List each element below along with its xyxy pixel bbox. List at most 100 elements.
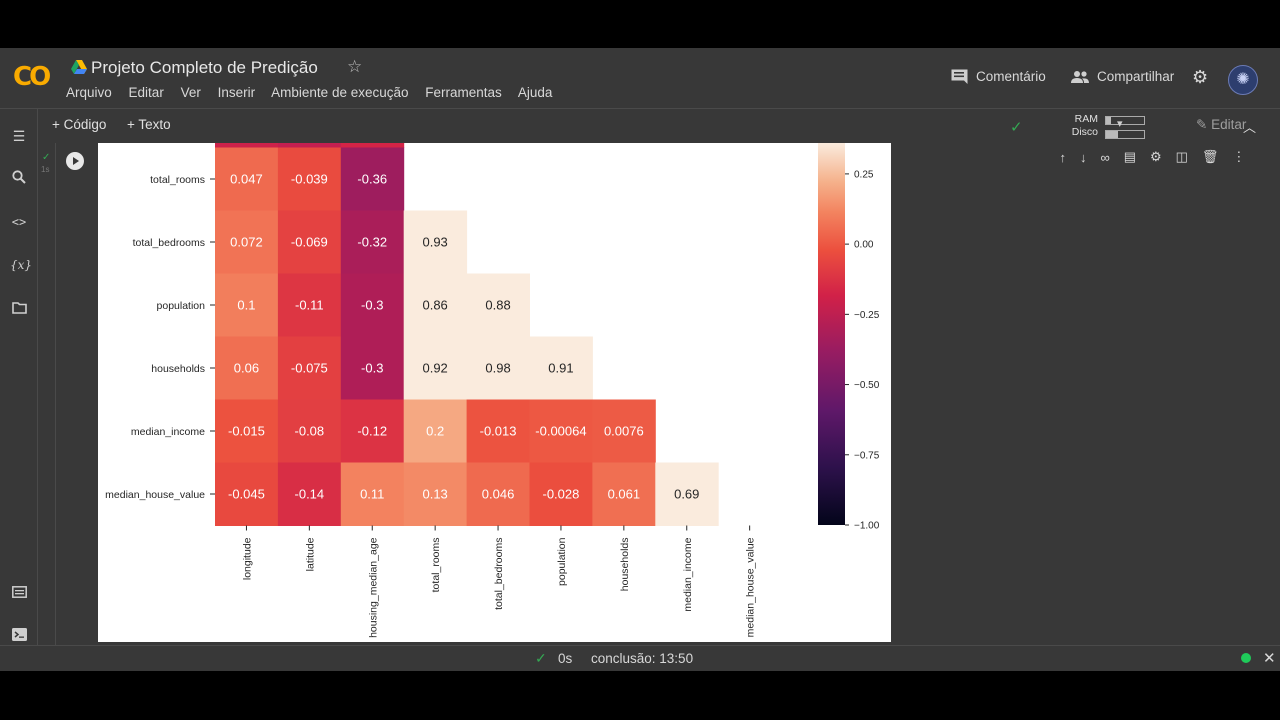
- status-dot: [1241, 653, 1251, 663]
- menu-inserir[interactable]: Inserir: [217, 85, 256, 100]
- heatmap-cell-label: 0.061: [608, 487, 641, 502]
- row-tick-label: median_house_value: [105, 489, 205, 501]
- heatmap-cell-label: 0.047: [230, 172, 263, 187]
- colorbar-tick-label: −1.00: [854, 521, 880, 532]
- code-snippets-icon[interactable]: <>: [11, 215, 27, 229]
- heatmap-cell: [340, 336, 405, 400]
- delete-icon[interactable]: 🗑: [1201, 149, 1219, 164]
- menu-ambiente[interactable]: Ambiente de execução: [271, 85, 409, 100]
- comment-cell-icon[interactable]: ▤: [1123, 149, 1137, 164]
- colorbar-tick-label: −0.50: [854, 380, 880, 391]
- cell-toolbar: ↑ ↓ ∞ ▤ ⚙ ◫ 🗑 ⋮: [1055, 145, 1250, 169]
- add-code-label: Código: [63, 117, 107, 132]
- link-icon[interactable]: ∞: [1100, 149, 1110, 165]
- status-time: 0s: [558, 651, 573, 666]
- settings-gear-icon[interactable]: ⚙: [1192, 67, 1209, 87]
- heatmap-cell-label: -0.015: [228, 424, 265, 439]
- heatmap-cell: [466, 336, 530, 400]
- move-down-icon[interactable]: ↓: [1079, 149, 1087, 165]
- share-label: Compartilhar: [1097, 69, 1175, 84]
- row-tick-label: population: [157, 300, 206, 312]
- heatmap-cell-label: -0.028: [543, 487, 580, 502]
- add-text-label: Texto: [138, 117, 171, 132]
- menu-editar[interactable]: Editar: [128, 85, 164, 100]
- menu-arquivo[interactable]: Arquivo: [66, 85, 112, 100]
- row-tick-label: median_income: [131, 426, 205, 438]
- status-completion: conclusão: 13:50: [591, 651, 694, 666]
- add-code-button[interactable]: + Código: [52, 117, 107, 132]
- cell-area: ✓ 1s 0.047 -0.039 -0.36 total_rooms 0.072 -0.…: [38, 143, 1280, 645]
- drive-icon: [71, 60, 87, 74]
- row-tick-label: total_rooms: [150, 174, 205, 186]
- move-up-icon[interactable]: ↑: [1059, 149, 1066, 165]
- comment-button[interactable]: Comentário: [951, 69, 1046, 84]
- mirror-cell-icon[interactable]: ◫: [1175, 149, 1188, 164]
- heatmap-cell: [215, 336, 279, 400]
- edit-button[interactable]: ✎ Editar: [1196, 117, 1247, 132]
- heatmap-cell: [277, 210, 342, 274]
- more-options-icon[interactable]: ⋮: [1232, 149, 1246, 164]
- heatmap-cell: [215, 273, 279, 337]
- comment-icon: [951, 69, 968, 84]
- menu-bar: Arquivo Editar Ver Inserir Ambiente de e…: [66, 85, 565, 100]
- cell-settings-icon[interactable]: ⚙: [1150, 149, 1162, 164]
- run-cell-button[interactable]: [66, 152, 84, 170]
- heatmap-cell: [277, 399, 342, 463]
- heatmap-cell-label: -0.36: [357, 172, 387, 187]
- close-icon[interactable]: ✕: [1263, 650, 1276, 667]
- col-tick-label: median_house_value: [745, 537, 757, 637]
- heatmap-cell-label: 0.11: [360, 487, 384, 502]
- heatmap-cell: [215, 147, 279, 211]
- col-tick-label: longitude: [241, 537, 253, 580]
- heatmap-cell-label: -0.14: [295, 487, 325, 502]
- folder-icon[interactable]: [10, 300, 28, 318]
- notebook-title[interactable]: Projeto Completo de Predição: [91, 58, 318, 77]
- heatmap-cell-label: 0.92: [422, 361, 447, 376]
- heatmap-cell-label: 0.98: [485, 361, 510, 376]
- ram-bar: [1105, 116, 1145, 125]
- share-button[interactable]: Compartilhar: [1071, 69, 1174, 84]
- heatmap-cell: [529, 462, 593, 526]
- edit-label: Editar: [1211, 117, 1247, 132]
- comment-label: Comentário: [976, 69, 1046, 84]
- col-tick-label: total_rooms: [430, 538, 442, 593]
- menu-ferramentas[interactable]: Ferramentas: [425, 85, 502, 100]
- star-icon[interactable]: ☆: [347, 57, 363, 76]
- heatmap-cell: [340, 399, 405, 463]
- cell-output: 0.047 -0.039 -0.36 total_rooms 0.072 -0.069 -0…: [98, 143, 891, 642]
- people-icon: [1071, 70, 1089, 83]
- table-of-contents-icon[interactable]: ☰: [12, 128, 26, 144]
- ram-label: RAM: [1074, 113, 1098, 125]
- colab-logo[interactable]: CO: [13, 62, 51, 92]
- heatmap-cell-label: 0.91: [548, 361, 573, 376]
- resources-dropdown-icon[interactable]: ▾: [1117, 118, 1123, 130]
- status-check-icon: ✓: [535, 650, 547, 666]
- colorbar-tick-label: 0.00: [854, 240, 874, 251]
- resources-indicator[interactable]: RAM Disco: [1068, 113, 1145, 139]
- command-palette-icon[interactable]: [10, 584, 28, 602]
- colorbar: [818, 143, 845, 525]
- exec-check-icon: ✓: [42, 152, 51, 163]
- colorbar-tick-label: −0.25: [854, 310, 880, 321]
- heatmap-cell: [403, 462, 468, 526]
- correlation-heatmap: 0.047 -0.039 -0.36 total_rooms 0.072 -0.069 -0…: [105, 143, 880, 638]
- col-tick-label: housing_median_age: [367, 537, 379, 638]
- heatmap-cell-partial: [340, 143, 405, 148]
- terminal-icon[interactable]: [10, 627, 28, 645]
- col-tick-label: households: [619, 538, 631, 592]
- heatmap-cell-label: -0.12: [357, 424, 387, 439]
- heatmap-cell: [403, 399, 468, 463]
- menu-ver[interactable]: Ver: [180, 85, 201, 100]
- collapse-chevron-up-icon[interactable]: ︿: [1243, 120, 1257, 135]
- heatmap-cell: [403, 336, 468, 400]
- heatmap-cell-label: -0.08: [295, 424, 325, 439]
- search-icon[interactable]: [10, 170, 28, 188]
- connected-check-icon: ✓: [1010, 119, 1023, 136]
- heatmap-cell-label: 0.69: [674, 487, 699, 502]
- heatmap-cell-label: -0.075: [291, 361, 328, 376]
- menu-ajuda[interactable]: Ajuda: [517, 85, 553, 100]
- heatmap-cell: [340, 462, 405, 526]
- variables-icon[interactable]: {x}: [10, 258, 33, 272]
- avatar[interactable]: ✺: [1228, 65, 1258, 95]
- add-text-button[interactable]: + Texto: [127, 117, 171, 132]
